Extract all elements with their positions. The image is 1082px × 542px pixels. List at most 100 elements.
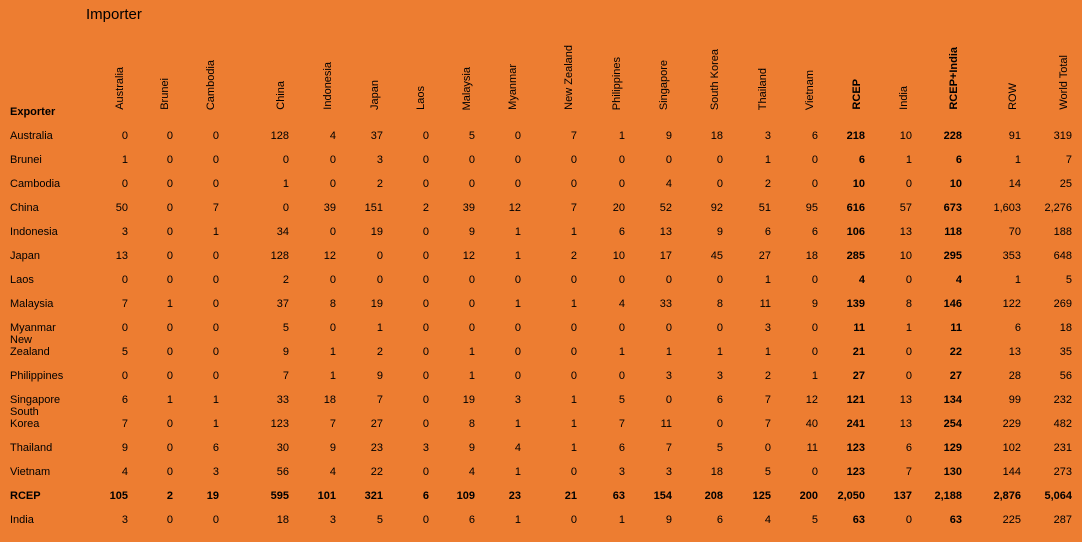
cell: 0 (212, 154, 219, 166)
cell: 7 (570, 202, 577, 214)
cell: 2 (166, 490, 173, 502)
cell: 5 (468, 130, 475, 142)
cell: 1 (514, 418, 521, 430)
cell: 0 (514, 346, 521, 358)
cell: 154 (653, 490, 672, 502)
column-header: Laos (415, 86, 427, 110)
cell: 6 (1014, 322, 1021, 334)
cell: 0 (166, 418, 173, 430)
cell: 1 (764, 274, 771, 286)
cell: 3 (665, 370, 672, 382)
cell: 0 (905, 274, 912, 286)
cell: 1 (570, 418, 577, 430)
row-label: South Korea (10, 406, 40, 430)
cell: 7 (121, 418, 128, 430)
row-label: China (10, 202, 39, 214)
cell: 122 (1002, 298, 1021, 310)
cell: 18 (710, 466, 723, 478)
cell: 0 (811, 274, 818, 286)
column-header: Australia (114, 67, 126, 110)
cell: 1 (329, 370, 336, 382)
cell: 3 (764, 130, 771, 142)
cell: 3 (329, 514, 336, 526)
cell: 5 (376, 514, 383, 526)
cell: 0 (514, 274, 521, 286)
cell: 0 (811, 466, 818, 478)
column-header: Indonesia (322, 62, 334, 110)
cell: 1 (905, 154, 912, 166)
cell: 10 (899, 130, 912, 142)
cell: 0 (422, 226, 429, 238)
column-header: India (898, 86, 910, 110)
cell: 0 (121, 274, 128, 286)
cell: 6 (468, 514, 475, 526)
cell: 106 (846, 226, 865, 238)
row-label: Australia (10, 130, 53, 142)
column-header: Japan (369, 80, 381, 110)
cell: 11 (950, 322, 962, 334)
cell: 129 (943, 442, 962, 454)
cell: 0 (166, 514, 173, 526)
cell: 25 (1059, 178, 1072, 190)
cell: 2,876 (993, 490, 1021, 502)
cell: 1 (665, 346, 672, 358)
cell: 0 (468, 298, 475, 310)
cell: 1 (514, 514, 521, 526)
cell: 99 (1008, 394, 1021, 406)
cell: 7 (618, 418, 625, 430)
cell: 9 (665, 514, 672, 526)
cell: 0 (212, 370, 219, 382)
cell: 3 (716, 370, 723, 382)
cell: 6 (858, 154, 865, 166)
cell: 0 (329, 226, 336, 238)
column-header: ROW (1007, 83, 1019, 110)
row-label: Myanmar (10, 322, 56, 334)
column-header: Brunei (159, 78, 171, 110)
cell: 10 (899, 250, 912, 262)
cell: 125 (752, 490, 771, 502)
cell: 21 (564, 490, 577, 502)
cell: 2 (570, 250, 577, 262)
cell: 18 (276, 514, 289, 526)
cell: 4 (618, 298, 625, 310)
cell: 6 (121, 394, 128, 406)
cell: 254 (943, 418, 962, 430)
cell: 0 (422, 394, 429, 406)
cell: 321 (364, 490, 383, 502)
cell: 0 (329, 178, 336, 190)
cell: 1 (166, 394, 173, 406)
cell: 134 (943, 394, 962, 406)
row-header: Exporter (10, 106, 56, 118)
cell: 0 (716, 154, 723, 166)
cell: 0 (166, 274, 173, 286)
cell: 0 (329, 154, 336, 166)
cell: 4 (764, 514, 771, 526)
cell: 28 (1008, 370, 1021, 382)
cell: 9 (121, 442, 128, 454)
cell: 595 (270, 490, 289, 502)
cell: 2 (764, 178, 771, 190)
cell: 52 (659, 202, 672, 214)
cell: 1 (764, 154, 771, 166)
cell: 1 (121, 154, 128, 166)
cell: 11 (660, 418, 672, 430)
cell: 0 (422, 370, 429, 382)
cell: 123 (846, 442, 865, 454)
cell: 0 (422, 322, 429, 334)
cell: 2,188 (934, 490, 962, 502)
cell: 1 (468, 346, 475, 358)
cell: 23 (370, 442, 383, 454)
cell: 0 (570, 466, 577, 478)
cell: 4 (858, 274, 865, 286)
cell: 123 (270, 418, 289, 430)
cell: 20 (612, 202, 625, 214)
cell: 0 (570, 370, 577, 382)
cell: 1 (570, 298, 577, 310)
cell: 45 (710, 250, 723, 262)
cell: 5,064 (1044, 490, 1072, 502)
cell: 0 (166, 202, 173, 214)
cell: 128 (270, 250, 289, 262)
cell: 228 (943, 130, 962, 142)
cell: 0 (166, 226, 173, 238)
cell: 11 (853, 322, 865, 334)
